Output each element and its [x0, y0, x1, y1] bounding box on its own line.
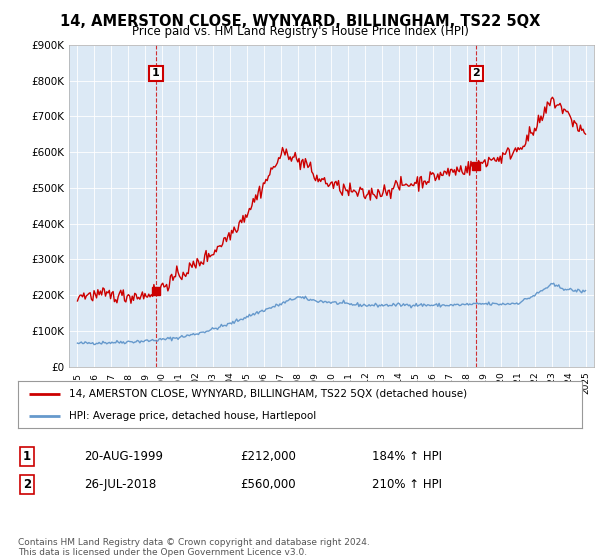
Text: Price paid vs. HM Land Registry's House Price Index (HPI): Price paid vs. HM Land Registry's House … [131, 25, 469, 38]
Text: 14, AMERSTON CLOSE, WYNYARD, BILLINGHAM, TS22 5QX: 14, AMERSTON CLOSE, WYNYARD, BILLINGHAM,… [60, 14, 540, 29]
Text: £560,000: £560,000 [240, 478, 296, 491]
Text: 14, AMERSTON CLOSE, WYNYARD, BILLINGHAM, TS22 5QX (detached house): 14, AMERSTON CLOSE, WYNYARD, BILLINGHAM,… [69, 389, 467, 399]
Text: 2: 2 [473, 68, 481, 78]
Text: 210% ↑ HPI: 210% ↑ HPI [372, 478, 442, 491]
Text: 1: 1 [152, 68, 160, 78]
Text: 26-JUL-2018: 26-JUL-2018 [84, 478, 156, 491]
Text: 2: 2 [23, 478, 31, 491]
Text: Contains HM Land Registry data © Crown copyright and database right 2024.
This d: Contains HM Land Registry data © Crown c… [18, 538, 370, 557]
Text: HPI: Average price, detached house, Hartlepool: HPI: Average price, detached house, Hart… [69, 410, 316, 421]
Text: 184% ↑ HPI: 184% ↑ HPI [372, 450, 442, 463]
Text: 1: 1 [23, 450, 31, 463]
Text: £212,000: £212,000 [240, 450, 296, 463]
Text: 20-AUG-1999: 20-AUG-1999 [84, 450, 163, 463]
